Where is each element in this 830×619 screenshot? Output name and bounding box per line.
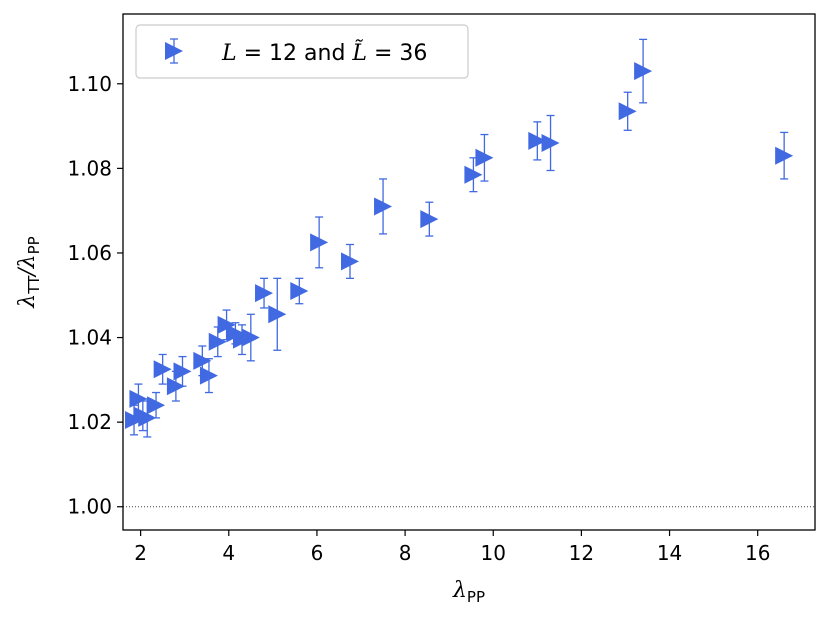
x-tick-label: 8 (399, 541, 412, 565)
triangle-marker (775, 146, 794, 165)
legend-marker (165, 42, 183, 60)
y-tick-label: 1.06 (67, 241, 112, 265)
data-point (310, 216, 329, 269)
data-point (173, 355, 192, 387)
x-tick-label: 12 (569, 541, 594, 565)
x-axis-title: λPP (452, 578, 485, 606)
data-point (268, 277, 287, 351)
legend-box (135, 24, 469, 79)
triangle-marker (268, 305, 287, 324)
y-axis-title: λTT/λPP (15, 236, 43, 308)
data-point (541, 114, 560, 172)
data-point (153, 353, 172, 385)
y-tick-label: 1.08 (67, 156, 112, 180)
triangle-marker (340, 252, 359, 271)
data-point (634, 38, 653, 104)
x-tick-label: 10 (481, 541, 506, 565)
plot-frame (122, 13, 816, 531)
triangle-marker (129, 389, 148, 408)
data-point (147, 391, 166, 419)
x-tick-label: 16 (745, 541, 770, 565)
y-tick-label: 1.10 (67, 72, 112, 96)
data-point (374, 178, 393, 235)
triangle-marker (420, 210, 439, 229)
triangle-marker (241, 328, 260, 347)
y-tick-label: 1.02 (67, 410, 112, 434)
data-point (129, 383, 148, 415)
triangle-marker (634, 62, 653, 81)
triangle-marker (199, 366, 218, 385)
data-points-layer (125, 38, 794, 438)
data-point (255, 277, 274, 309)
x-tick-label: 4 (222, 541, 235, 565)
triangle-marker (153, 360, 172, 379)
y-tick-label: 1.04 (67, 326, 112, 350)
x-tick-label: 14 (657, 541, 682, 565)
triangle-marker (255, 284, 274, 303)
triangle-marker (208, 332, 227, 351)
triangle-marker (138, 408, 157, 427)
triangle-marker (475, 148, 494, 167)
data-point (241, 313, 260, 362)
triangle-marker (193, 351, 212, 370)
legend-label: L = 12 and L̃ = 36 (221, 40, 427, 66)
data-point (420, 201, 439, 237)
data-point (775, 131, 794, 180)
triangle-marker (618, 102, 637, 121)
data-point (199, 358, 218, 394)
data-point (475, 133, 494, 182)
triangle-marker (528, 131, 547, 150)
data-point (290, 277, 309, 305)
triangle-marker (374, 197, 393, 216)
y-tick-label: 1.00 (67, 495, 112, 519)
triangle-marker (310, 233, 329, 252)
triangle-marker (173, 362, 192, 381)
triangle-marker (290, 282, 309, 301)
x-tick-label: 2 (134, 541, 147, 565)
data-point (528, 121, 547, 161)
data-point (618, 91, 637, 131)
data-point (340, 243, 359, 279)
x-tick-label: 6 (311, 541, 324, 565)
legend: L = 12 and L̃ = 36 (135, 24, 469, 79)
axes-layer: 2 4 6 8 10 12 14 16 1.00 1.02 1.04 1.06 1.08 1.10 λPP λ… (15, 13, 816, 606)
triangle-marker (166, 377, 185, 396)
triangle-marker (147, 396, 166, 415)
triangle-marker (541, 134, 560, 152)
triangle-marker (464, 165, 483, 184)
